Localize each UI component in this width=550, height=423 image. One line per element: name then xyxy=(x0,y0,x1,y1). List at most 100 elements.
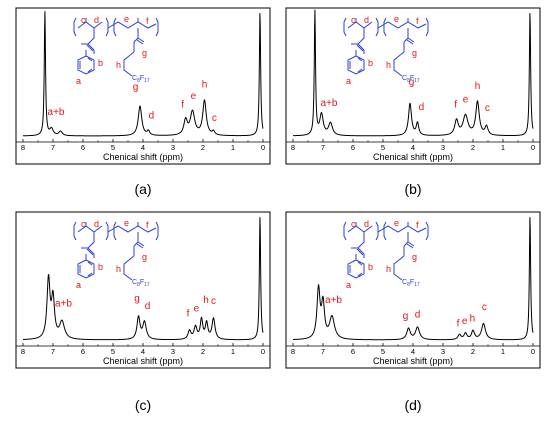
x-tick-label: 6 xyxy=(351,347,355,356)
benzene-inner-3 xyxy=(357,57,363,62)
benzene-ring xyxy=(347,55,365,75)
ester2-carbonyl xyxy=(137,37,145,43)
structure-label-d: d xyxy=(94,15,99,25)
x-tick-label: 1 xyxy=(231,143,235,152)
structure-label-h: h xyxy=(116,60,121,70)
benzene-inner-3 xyxy=(357,261,363,266)
bracket-right xyxy=(105,17,109,37)
plot-frame xyxy=(15,7,271,165)
perfluoro-part: F xyxy=(410,279,414,286)
structure-label-b: b xyxy=(98,58,103,68)
structure-label-g: g xyxy=(412,252,417,262)
carbonyl-bond xyxy=(87,43,95,51)
x-tick-label: 4 xyxy=(141,143,145,152)
bracket2-right xyxy=(425,17,429,37)
fluoro-chain xyxy=(123,255,135,281)
fluoro-chain xyxy=(393,255,405,281)
x-tick-label: 0 xyxy=(531,347,535,356)
structure-label-c: c xyxy=(81,219,86,229)
peak-label-f: f xyxy=(181,99,184,110)
spectrum-line xyxy=(22,11,264,137)
x-tick-label: 5 xyxy=(381,347,385,356)
structure-label-a: a xyxy=(346,76,351,86)
structure-label-f: f xyxy=(146,16,149,26)
peak-label-h: h xyxy=(202,80,208,91)
ester2-carbonyl-double xyxy=(406,39,414,45)
x-tick-label: 1 xyxy=(231,347,235,356)
peak-label-h: h xyxy=(470,313,476,324)
bracket2-left xyxy=(113,17,117,37)
x-tick-label: 1 xyxy=(501,347,505,356)
bracket-left xyxy=(343,17,347,37)
structure-label-b: b xyxy=(98,262,103,272)
ester-bond xyxy=(87,232,95,249)
bracket2-right xyxy=(425,221,429,241)
plot-frame xyxy=(285,211,541,369)
x-tick-label: 7 xyxy=(51,347,55,356)
fluoro-chain xyxy=(123,51,135,77)
bracket2-left xyxy=(113,221,117,241)
structure-label-e: e xyxy=(394,218,399,228)
panel-caption: (d) xyxy=(404,397,421,413)
x-tick-label: 7 xyxy=(321,143,325,152)
perfluoro-part: F xyxy=(410,75,414,82)
structure-label-d: d xyxy=(364,15,369,25)
structure-label-c: c xyxy=(351,15,356,25)
backbone-1 xyxy=(77,225,103,233)
backbone-2 xyxy=(107,225,157,233)
panel-caption: (b) xyxy=(404,181,421,197)
x-tick-label: 8 xyxy=(21,143,25,152)
peak-label-a-plus-b: a+b xyxy=(55,299,72,310)
bracket-right xyxy=(105,221,109,241)
perfluoro-part: 17 xyxy=(414,78,420,84)
peak-label-a-plus-b: a+b xyxy=(325,295,342,306)
peak-label-f: f xyxy=(457,318,460,329)
ester2-carbonyl-double xyxy=(136,243,144,249)
plot-frame xyxy=(15,211,271,369)
ester2-carbonyl-double xyxy=(406,243,414,249)
peak-label-d: d xyxy=(415,310,421,321)
perfluoro-part: C xyxy=(132,75,137,82)
structure-label-e: e xyxy=(124,14,129,24)
x-axis-label: Chenical shift (ppm) xyxy=(103,356,183,366)
polymer-structure: c d b a e f g h C8F17 xyxy=(73,14,159,86)
peak-label-f: f xyxy=(187,308,190,319)
carbonyl-bond xyxy=(357,43,365,51)
backbone-2 xyxy=(377,225,427,233)
carbonyl-double xyxy=(86,248,94,256)
structure-label-f: f xyxy=(416,220,419,230)
peak-label-a-plus-b: a+b xyxy=(48,107,65,118)
benzene-inner-2 xyxy=(357,272,363,277)
structure-label-a: a xyxy=(76,76,81,86)
structure-label-g: g xyxy=(412,48,417,58)
bracket2-right xyxy=(155,17,159,37)
benzene-inner-3 xyxy=(87,57,93,62)
structure-label-d: d xyxy=(94,219,99,229)
peak-label-d: d xyxy=(149,111,155,122)
perfluoro-part: 17 xyxy=(144,282,150,288)
peak-label-c: c xyxy=(485,103,490,114)
carbonyl-double xyxy=(86,44,94,52)
peak-label-e: e xyxy=(194,303,200,314)
bracket-left xyxy=(73,221,77,241)
benzene-ring xyxy=(77,55,95,75)
x-tick-label: 2 xyxy=(471,143,475,152)
x-tick-label: 3 xyxy=(441,347,445,356)
structure-label-h: h xyxy=(386,60,391,70)
x-tick-label: 1 xyxy=(501,143,505,152)
benzene-inner-3 xyxy=(87,261,93,266)
peak-label-c: c xyxy=(482,302,487,313)
x-tick-label: 5 xyxy=(111,143,115,152)
polymer-structure: c d b a e f g h C8F17 xyxy=(343,218,429,290)
peak-label-e: e xyxy=(191,91,197,102)
perfluoro-part: F xyxy=(140,279,144,286)
ester-bond xyxy=(87,28,95,45)
perfluoro-group-label: C8F17 xyxy=(132,279,150,288)
backbone-1 xyxy=(347,225,373,233)
carbonyl-double xyxy=(356,44,364,52)
x-axis-label: Chenical shift (ppm) xyxy=(373,356,453,366)
x-axis-label: Chenical shift (ppm) xyxy=(103,152,183,162)
